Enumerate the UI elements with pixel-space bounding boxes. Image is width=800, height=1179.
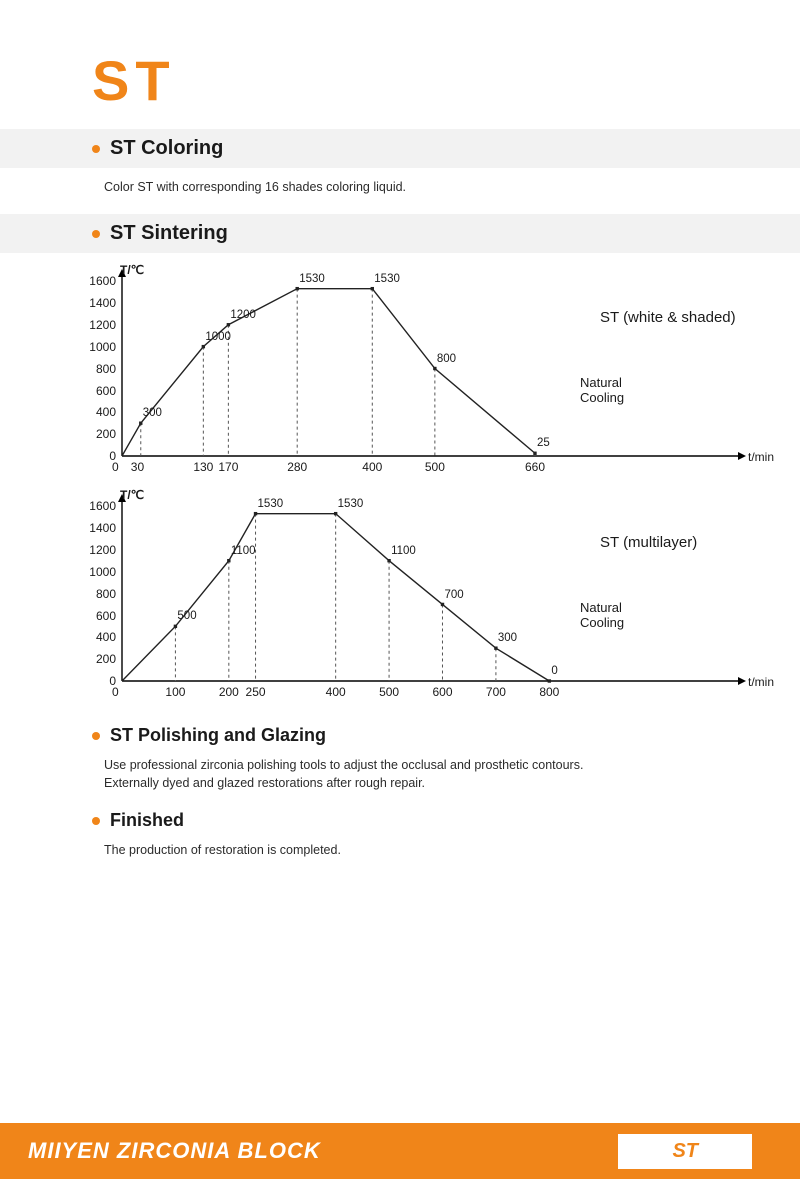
page-title: ST: [92, 48, 800, 113]
y-tick-label: 200: [96, 427, 116, 441]
y-tick-label: 400: [96, 630, 116, 644]
x-tick-label: 30: [131, 460, 144, 474]
x-axis-label: t/min: [748, 675, 774, 689]
sintering-chart-1: T/℃t/min02004006008001000120014001600030…: [80, 261, 760, 486]
section-title-coloring: ST Coloring: [110, 137, 223, 160]
y-axis-label: T/℃: [120, 263, 144, 277]
y-tick-label: 1600: [89, 274, 116, 288]
x-tick-label: 600: [432, 685, 452, 699]
x-tick-label: 0: [112, 685, 119, 699]
x-tick-label: 250: [246, 685, 266, 699]
data-point-label: 1100: [391, 545, 416, 557]
y-tick-label: 1400: [89, 521, 116, 535]
y-tick-label: 1400: [89, 296, 116, 310]
y-tick-label: 800: [96, 362, 116, 376]
section-header-sintering: ST Sintering: [0, 214, 800, 253]
data-point-label: 1530: [338, 498, 364, 510]
chart-subtitle: ST (white & shaded): [600, 309, 736, 326]
bullet-icon: [92, 817, 100, 825]
x-tick-label: 400: [362, 460, 382, 474]
x-tick-label: 400: [326, 685, 346, 699]
data-point-label: 25: [537, 437, 550, 449]
section-title-polishing: ST Polishing and Glazing: [110, 725, 326, 746]
data-point-label: 1530: [299, 273, 325, 285]
x-tick-label: 500: [425, 460, 445, 474]
x-tick-label: 130: [193, 460, 213, 474]
x-tick-label: 500: [379, 685, 399, 699]
x-tick-label: 200: [219, 685, 239, 699]
bullet-icon: [92, 732, 100, 740]
section-body-polishing: Use professional zirconia polishing tool…: [104, 756, 664, 792]
x-tick-label: 100: [165, 685, 185, 699]
section-body-finished: The production of restoration is complet…: [104, 841, 664, 859]
data-point-label: 300: [498, 632, 517, 644]
y-tick-label: 1000: [89, 565, 116, 579]
data-point-label: 1000: [205, 331, 231, 343]
bullet-icon: [92, 230, 100, 238]
section-title-finished: Finished: [110, 810, 184, 831]
y-tick-label: 600: [96, 384, 116, 398]
x-tick-label: 170: [218, 460, 238, 474]
footer-brand: MIIYEN ZIRCONIA BLOCK: [28, 1138, 321, 1164]
y-tick-label: 1200: [89, 318, 116, 332]
sintering-chart-2: T/℃t/min02004006008001000120014001600010…: [80, 486, 760, 711]
section-title-sintering: ST Sintering: [110, 222, 228, 245]
data-point-label: 300: [143, 407, 162, 419]
cooling-label: Natural Cooling: [580, 601, 624, 631]
x-tick-label: 660: [525, 460, 545, 474]
x-axis-label: t/min: [748, 450, 774, 464]
section-body-coloring: Color ST with corresponding 16 shades co…: [104, 178, 664, 196]
data-point-label: 800: [437, 353, 456, 365]
x-tick-label: 800: [539, 685, 559, 699]
section-header-coloring: ST Coloring: [0, 129, 800, 168]
data-point-label: 1200: [230, 309, 256, 321]
y-tick-label: 1200: [89, 543, 116, 557]
x-tick-label: 700: [486, 685, 506, 699]
x-tick-label: 280: [287, 460, 307, 474]
footer-badge: ST: [618, 1134, 752, 1169]
section-header-finished: Finished: [92, 810, 800, 831]
y-tick-label: 800: [96, 587, 116, 601]
y-tick-label: 600: [96, 609, 116, 623]
chart-subtitle: ST (multilayer): [600, 534, 697, 551]
y-tick-label: 1000: [89, 340, 116, 354]
y-tick-label: 1600: [89, 499, 116, 513]
section-header-polishing: ST Polishing and Glazing: [92, 725, 800, 746]
y-tick-label: 200: [96, 652, 116, 666]
data-point-label: 1100: [231, 545, 256, 557]
data-point-label: 1530: [258, 498, 284, 510]
data-point-label: 500: [177, 610, 196, 622]
cooling-label: Natural Cooling: [580, 376, 624, 406]
data-point-label: 700: [444, 589, 463, 601]
x-tick-label: 0: [112, 460, 119, 474]
data-point-label: 0: [551, 665, 557, 677]
y-tick-label: 400: [96, 405, 116, 419]
y-axis-label: T/℃: [120, 488, 144, 502]
data-point-label: 1530: [374, 273, 400, 285]
footer-bar: MIIYEN ZIRCONIA BLOCK ST: [0, 1123, 800, 1179]
bullet-icon: [92, 145, 100, 153]
